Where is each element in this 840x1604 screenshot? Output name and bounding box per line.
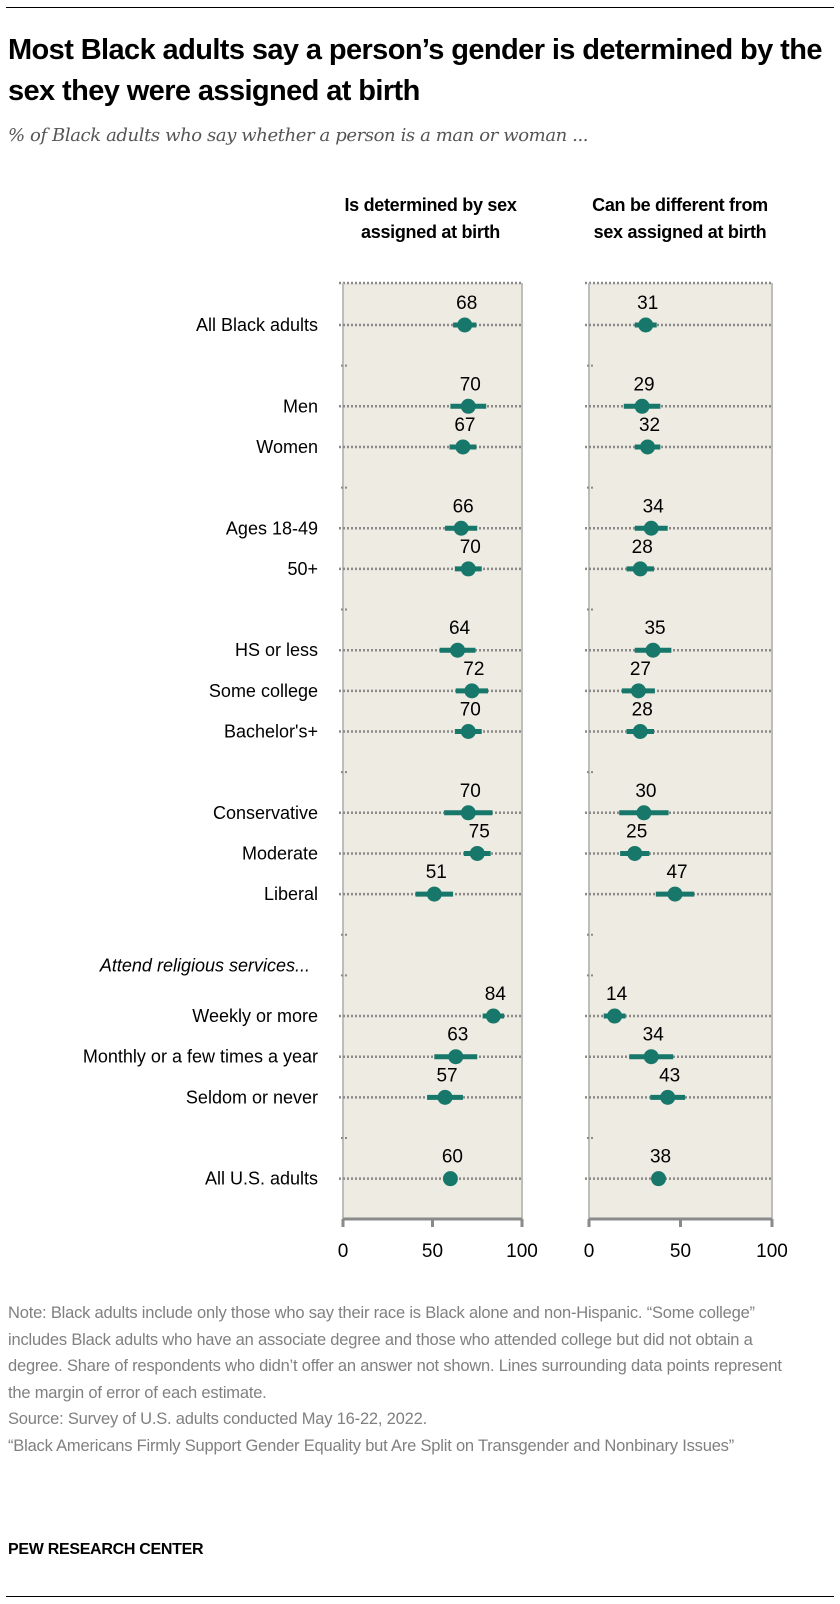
data-label: 27 bbox=[630, 659, 651, 680]
data-label: 70 bbox=[460, 781, 481, 802]
chart-title: Most Black adults say a person’s gender … bbox=[8, 34, 822, 107]
data-label: 32 bbox=[639, 415, 660, 436]
x-tick-label: 100 bbox=[756, 1241, 788, 1262]
row-label: Weekly or more bbox=[192, 1006, 318, 1026]
data-point bbox=[460, 561, 476, 577]
row-label: Seldom or never bbox=[186, 1087, 318, 1107]
row-label: Men bbox=[283, 396, 318, 416]
data-label: 51 bbox=[426, 862, 447, 883]
panel-header-different: Can be different from sex assigned at bi… bbox=[592, 195, 768, 242]
note-text: Note: Black adults include only those wh… bbox=[8, 1304, 782, 1402]
data-point bbox=[636, 805, 652, 821]
x-tick-label: 100 bbox=[506, 1241, 538, 1262]
source-text: Source: Survey of U.S. adults conducted … bbox=[8, 1410, 427, 1429]
data-point bbox=[632, 561, 648, 577]
data-label: 43 bbox=[659, 1065, 680, 1086]
data-label: 14 bbox=[606, 984, 628, 1005]
data-label: 30 bbox=[635, 781, 656, 802]
data-label: 35 bbox=[644, 618, 665, 639]
data-label: 28 bbox=[632, 537, 653, 558]
data-point bbox=[426, 886, 442, 902]
data-label: 63 bbox=[447, 1025, 468, 1046]
data-point bbox=[660, 1089, 676, 1105]
row-label: All Black adults bbox=[196, 315, 318, 335]
data-label: 70 bbox=[460, 374, 481, 395]
panel-background bbox=[589, 283, 772, 1219]
data-label: 72 bbox=[463, 659, 484, 680]
data-label: 64 bbox=[449, 618, 471, 639]
data-point bbox=[643, 1049, 659, 1065]
data-point bbox=[651, 1171, 667, 1187]
group-label-religious-services: Attend religious services... bbox=[99, 955, 310, 975]
data-label: 67 bbox=[454, 415, 475, 436]
panel-background bbox=[343, 283, 522, 1219]
data-point bbox=[453, 520, 469, 536]
data-point bbox=[455, 439, 471, 455]
panel-header-determined: Is determined by sex assigned at birth bbox=[344, 195, 517, 242]
row-label: Ages 18-49 bbox=[226, 518, 318, 538]
dot-plot: 0 50 100 68 70 67 66 70 64 72 70 70 75 51 84 63 57 60 0 50 1… bbox=[83, 281, 788, 1262]
data-label: 68 bbox=[456, 293, 477, 314]
row-label: 50+ bbox=[287, 559, 318, 579]
data-point bbox=[457, 317, 473, 333]
data-point bbox=[667, 886, 683, 902]
data-point bbox=[645, 642, 661, 658]
data-label: 70 bbox=[460, 700, 481, 721]
bottom-rule bbox=[6, 1596, 834, 1597]
data-point bbox=[460, 398, 476, 414]
data-point bbox=[464, 683, 480, 699]
row-label: Conservative bbox=[213, 803, 318, 823]
data-point bbox=[450, 642, 466, 658]
data-label: 60 bbox=[442, 1147, 463, 1168]
data-point bbox=[460, 805, 476, 821]
data-point bbox=[469, 845, 485, 861]
data-point bbox=[460, 724, 476, 739]
data-label: 29 bbox=[633, 374, 654, 395]
data-point bbox=[485, 1008, 501, 1024]
data-label: 84 bbox=[485, 984, 507, 1005]
data-point bbox=[640, 439, 656, 455]
data-label: 25 bbox=[626, 821, 647, 842]
x-tick-label: 0 bbox=[584, 1241, 595, 1262]
report-title: “Black Americans Firmly Support Gender E… bbox=[8, 1436, 735, 1455]
row-label: Bachelor's+ bbox=[224, 722, 318, 742]
data-point bbox=[638, 317, 654, 333]
data-point bbox=[627, 845, 643, 861]
data-point bbox=[634, 398, 650, 414]
row-label: Women bbox=[256, 437, 318, 457]
data-label: 34 bbox=[643, 1025, 665, 1046]
data-label: 31 bbox=[637, 293, 658, 314]
row-label: Moderate bbox=[242, 843, 318, 863]
data-point bbox=[630, 683, 646, 699]
data-label: 75 bbox=[469, 821, 490, 842]
top-rule bbox=[6, 7, 834, 8]
data-label: 38 bbox=[650, 1147, 671, 1168]
data-label: 28 bbox=[632, 700, 653, 721]
data-point bbox=[643, 520, 659, 536]
data-point bbox=[448, 1049, 464, 1065]
data-label: 66 bbox=[453, 496, 474, 517]
row-label: Some college bbox=[209, 681, 318, 701]
data-label: 47 bbox=[666, 862, 687, 883]
row-label: All U.S. adults bbox=[205, 1169, 318, 1189]
data-point bbox=[632, 724, 648, 739]
row-label: Monthly or a few times a year bbox=[83, 1047, 318, 1067]
x-tick-label: 50 bbox=[422, 1241, 443, 1262]
data-point bbox=[607, 1008, 623, 1024]
row-label: HS or less bbox=[235, 640, 318, 660]
brand-logo-text: PEW RESEARCH CENTER bbox=[8, 1541, 204, 1558]
data-point bbox=[437, 1089, 453, 1105]
data-point bbox=[442, 1171, 458, 1187]
row-label: Liberal bbox=[264, 884, 318, 904]
data-label: 70 bbox=[460, 537, 481, 558]
notes: Note: Black adults include only those wh… bbox=[8, 1300, 808, 1460]
data-label: 57 bbox=[436, 1065, 457, 1086]
x-tick-label: 0 bbox=[338, 1241, 349, 1262]
data-label: 34 bbox=[643, 496, 665, 517]
chart-subtitle: % of Black adults who say whether a pers… bbox=[8, 125, 589, 146]
x-tick-label: 50 bbox=[670, 1241, 691, 1262]
